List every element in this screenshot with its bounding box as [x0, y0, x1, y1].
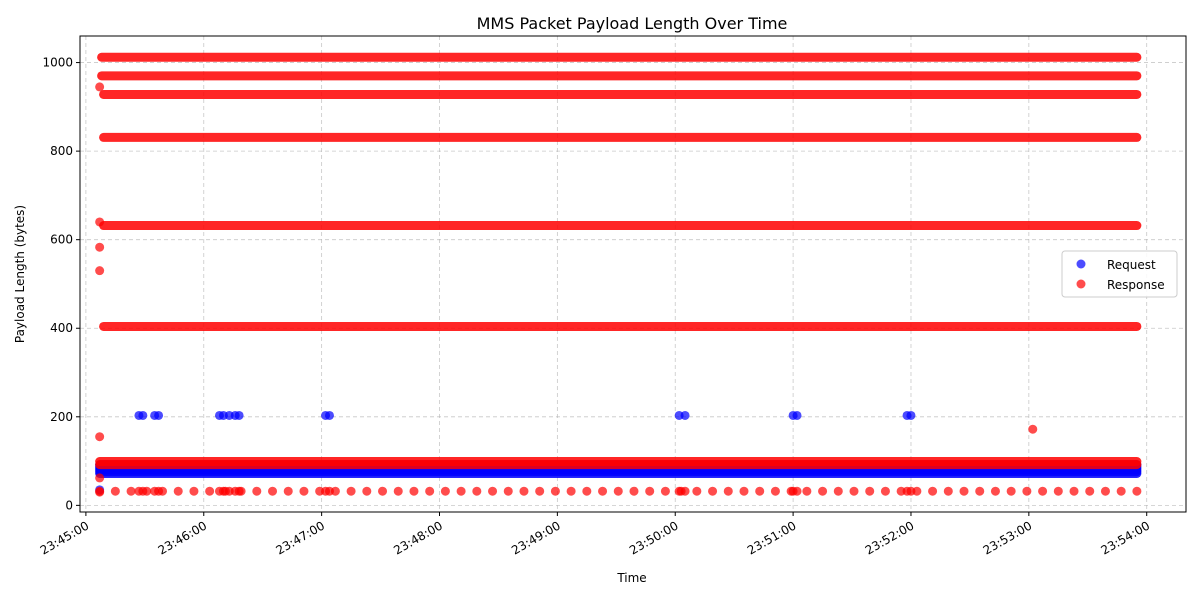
data-point [535, 486, 545, 496]
y-axis-label: Payload Length (bytes) [13, 205, 27, 343]
y-tick-label: 0 [65, 498, 73, 512]
data-point [680, 410, 690, 420]
data-point [906, 410, 916, 420]
data-point [582, 486, 592, 496]
series-response [95, 52, 1142, 497]
data-point [1006, 486, 1016, 496]
y-tick-label: 400 [50, 321, 73, 335]
data-point [1100, 486, 1110, 496]
chart-title: MMS Packet Payload Length Over Time [477, 14, 788, 33]
data-point [792, 410, 802, 420]
data-point [990, 486, 1000, 496]
legend-box [1061, 250, 1178, 298]
data-point [283, 486, 293, 496]
data-point [519, 486, 529, 496]
data-point [173, 486, 183, 496]
legend-request-marker [1076, 259, 1086, 269]
data-point [138, 410, 148, 420]
data-point [299, 486, 309, 496]
data-point [393, 486, 403, 496]
data-point [680, 486, 690, 496]
data-point [928, 486, 938, 496]
data-point [472, 486, 482, 496]
data-point [1069, 486, 1079, 496]
data-point [440, 486, 450, 496]
y-tick-label: 1000 [42, 56, 73, 70]
data-point [1038, 486, 1048, 496]
data-point [95, 266, 105, 276]
data-point [550, 486, 560, 496]
data-point [770, 486, 780, 496]
data-point [154, 486, 164, 496]
data-point [1022, 486, 1032, 496]
data-point [566, 486, 576, 496]
data-point [943, 486, 953, 496]
data-point [880, 486, 890, 496]
data-point [802, 486, 812, 496]
data-point [252, 486, 262, 496]
legend-response-label: Response [1107, 278, 1165, 292]
data-point [818, 486, 828, 496]
data-point [503, 486, 513, 496]
data-point [110, 486, 120, 496]
data-point [346, 486, 356, 496]
data-point [1053, 486, 1063, 496]
y-tick-label: 200 [50, 410, 73, 424]
data-point [792, 486, 802, 496]
data-point [849, 486, 859, 496]
data-point [692, 486, 702, 496]
data-point [425, 486, 435, 496]
data-point [95, 432, 105, 442]
data-point [708, 486, 718, 496]
data-point [629, 486, 639, 496]
data-point [154, 410, 164, 420]
data-point [1132, 486, 1142, 496]
data-point [739, 486, 749, 496]
legend-response-marker [1076, 279, 1086, 289]
data-point [189, 486, 199, 496]
data-point [660, 486, 670, 496]
data-point [378, 486, 388, 496]
data-point [1116, 486, 1126, 496]
data-point [205, 486, 215, 496]
y-axis-ticks: 0 200 400 600 800 1000 [42, 56, 80, 512]
data-point [234, 486, 244, 496]
data-point [456, 486, 466, 496]
data-point [488, 486, 498, 496]
data-point [906, 486, 916, 496]
data-point [613, 486, 623, 496]
data-point [138, 486, 148, 496]
data-point [723, 486, 733, 496]
data-point [234, 410, 244, 420]
data-point [95, 82, 105, 92]
data-point [95, 473, 105, 483]
data-point [1085, 486, 1095, 496]
data-point [1028, 424, 1038, 434]
data-point [959, 486, 969, 496]
x-axis-label: Time [616, 571, 646, 585]
legend-request-label: Request [1107, 258, 1156, 272]
data-point [865, 486, 875, 496]
data-point [126, 486, 136, 496]
y-tick-label: 600 [50, 233, 73, 247]
data-point [833, 486, 843, 496]
plot-frame [79, 35, 1187, 513]
data-points [95, 52, 1142, 497]
data-point [324, 410, 334, 420]
data-point [268, 486, 278, 496]
legend: Request Response [1061, 250, 1178, 298]
data-point [324, 486, 334, 496]
data-point [409, 486, 419, 496]
data-point [645, 486, 655, 496]
data-point [95, 242, 105, 252]
data-point [598, 486, 608, 496]
data-point [95, 487, 105, 497]
data-point [975, 486, 985, 496]
data-point [362, 486, 372, 496]
y-tick-label: 800 [50, 144, 73, 158]
data-point [755, 486, 765, 496]
data-point [95, 217, 105, 227]
